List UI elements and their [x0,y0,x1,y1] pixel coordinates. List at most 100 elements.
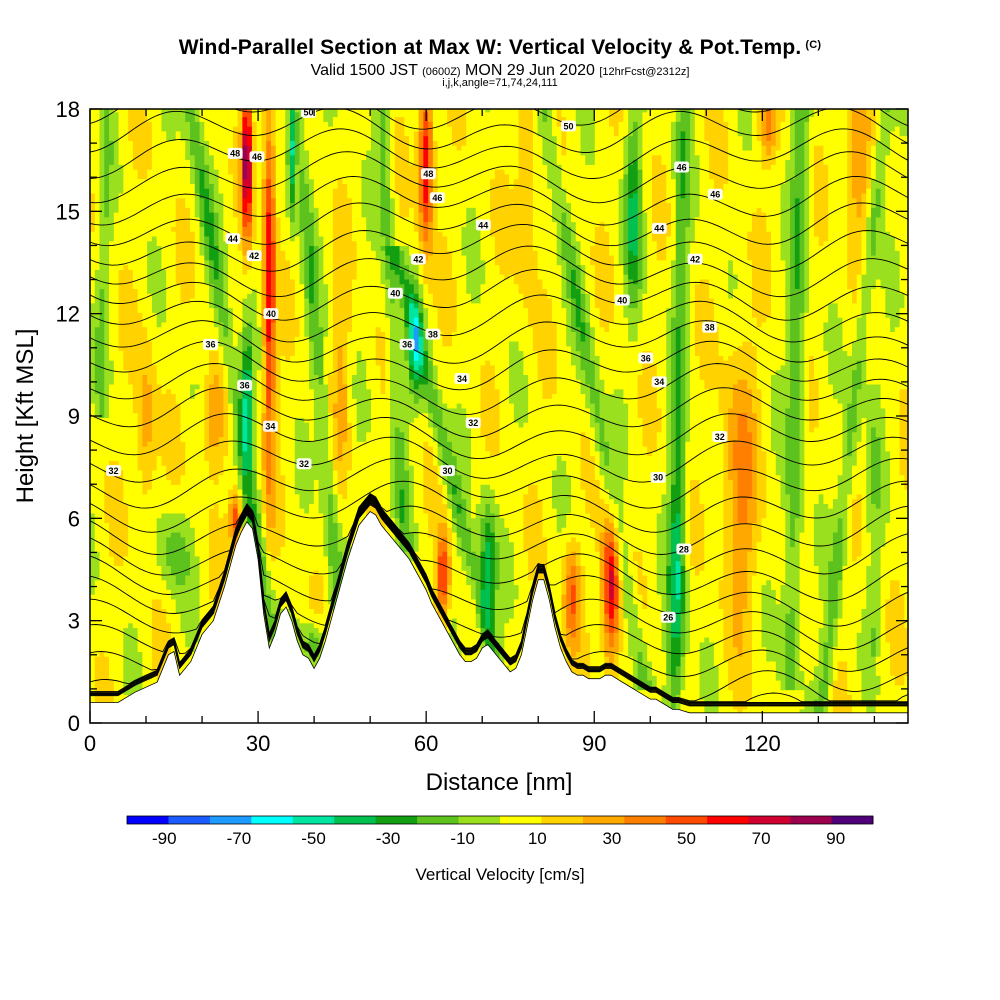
colorbar-tick-label: 10 [528,829,547,848]
theta-contour [90,457,908,509]
theta-contour [90,58,908,108]
colorbar-swatch [665,816,708,824]
svg-text:46: 46 [432,193,442,203]
svg-text:32: 32 [299,459,309,469]
svg-text:50: 50 [303,108,313,118]
svg-text:30: 30 [653,473,663,483]
chart-title: Wind-Parallel Section at Max W: Vertical… [0,36,1000,60]
contour-label: 46 [674,161,690,173]
svg-text:28: 28 [679,544,689,554]
contour-label: 50 [560,120,576,132]
svg-text:36: 36 [205,340,215,350]
x-tick-label: 30 [246,731,270,756]
x-axis-label: Distance [nm] [426,769,573,796]
contour-label: 42 [246,250,262,262]
colorbar-swatch [790,816,833,824]
colorbar-swatch [500,816,542,824]
contour-label: 36 [237,379,253,391]
colorbar-swatch [127,816,169,824]
svg-text:48: 48 [423,169,433,179]
colorbar-swatch [707,816,750,824]
svg-text:40: 40 [617,295,627,305]
section-indices: i,j,k,angle=71,74,24,111 [442,77,558,89]
theta-contour [90,269,908,321]
colorbar-tick-label: 70 [752,829,771,848]
theta-contour [90,34,908,85]
colorbar-swatch [251,816,294,824]
svg-text:36: 36 [641,353,651,363]
contour-label: 42 [687,253,703,265]
svg-text:38: 38 [705,323,715,333]
svg-text:46: 46 [677,162,687,172]
x-tick-label: 0 [84,731,96,756]
chart-subtitle: Valid 1500 JST (0600Z) MON 29 Jun 2020 [… [0,62,1000,80]
contour-label: 34 [262,420,278,432]
colorbar-swatch [458,816,501,824]
colorbar-tick-label: -70 [227,829,252,848]
svg-text:40: 40 [266,309,276,319]
colorbar-tick-label: 90 [826,829,845,848]
valid-date: MON 29 Jun 2020 [465,62,595,79]
svg-text:48: 48 [230,149,240,159]
svg-text:44: 44 [228,234,238,244]
svg-text:32: 32 [468,418,478,428]
svg-text:44: 44 [654,224,664,234]
svg-text:44: 44 [478,220,488,230]
contour-label: 42 [410,253,426,265]
contour-label: 38 [425,328,441,340]
potential-temperature-contours [90,0,908,707]
contour-label: 38 [702,321,718,333]
theta-contour [90,202,908,247]
colorbar-swatch [209,816,252,824]
y-tick-label: 12 [56,302,80,327]
contour-label: 30 [439,465,455,477]
theta-contour [90,480,908,533]
svg-text:40: 40 [390,289,400,299]
contour-label: 36 [399,338,415,350]
theta-contour [90,0,908,13]
colorbar-swatch [748,816,791,824]
theta-contour [90,294,908,343]
contour-label: 32 [712,430,728,442]
theta-contour [90,175,908,226]
colorbar-swatch [582,816,625,824]
terrain-mask [90,510,908,723]
theta-contour [90,493,908,555]
svg-text:34: 34 [265,422,275,432]
svg-text:42: 42 [690,254,700,264]
svg-text:32: 32 [109,466,119,476]
colorbar-tick-label: 50 [677,829,696,848]
theta-contour [90,0,908,34]
colorbar-swatch [168,816,211,824]
colorbar-tick-label: -50 [301,829,326,848]
y-tick-label: 3 [68,609,80,634]
svg-text:30: 30 [442,466,452,476]
svg-text:46: 46 [252,152,262,162]
theta-contour [90,413,908,460]
colorbar-swatch [292,816,335,824]
contour-label: 46 [249,151,265,163]
copyright-mark: (C) [805,39,822,51]
theta-contour [90,436,908,483]
contour-label: 36 [638,352,654,364]
contour-label: 32 [296,458,312,470]
y-tick-label: 6 [68,506,80,531]
contour-label: 44 [225,233,241,245]
y-tick-label: 9 [68,404,80,429]
colorbar-swatch [334,816,377,824]
theta-contour [90,340,908,391]
theta-contour [90,151,908,204]
contour-label: 44 [475,219,491,231]
contour-label: 46 [429,192,445,204]
y-tick-label: 0 [68,711,80,736]
x-tick-label: 90 [582,731,606,756]
contour-label: 30 [650,471,666,483]
svg-text:38: 38 [428,329,438,339]
contour-labels: 32 36 44 48 46 42 40 36 34 32 50 40 36 38 42 46 48 34 32 30… [106,108,728,623]
colorbar-tick-label: -10 [450,829,475,848]
chart-title-text: Wind-Parallel Section at Max W: Vertical… [178,36,802,59]
colorbar-tick-label: 30 [602,829,621,848]
contour-label: 34 [651,376,667,388]
theta-contour [90,493,908,576]
